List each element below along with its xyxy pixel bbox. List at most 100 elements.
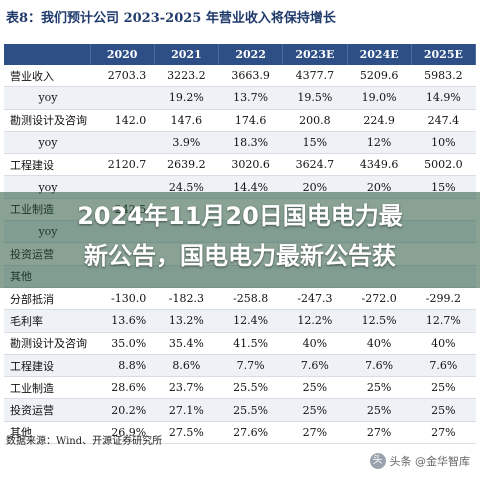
- table-cell: 27.5%: [154, 421, 219, 445]
- table-cell: 7.6%: [411, 354, 476, 378]
- table-row: 分部抵消 -130.0 -182.3 -258.8 -247.3 -272.0 -299.2: [4, 287, 476, 311]
- header-cell: 2020: [90, 44, 155, 65]
- header-cell: 2022: [218, 44, 284, 65]
- table-cell: 10%: [411, 131, 476, 155]
- table-row: 工业制造 28.6% 23.7% 25.5% 25% 25% 25%: [4, 376, 476, 400]
- table-cell: 8.6%: [154, 354, 219, 378]
- table-row: 工程建设 2120.7 2639.2 3020.6 3624.7 4349.6 5002.0: [4, 153, 476, 177]
- table-cell: 4377.7: [282, 65, 347, 88]
- table-cell: 18.3%: [218, 131, 283, 155]
- table-cell: [90, 86, 155, 110]
- table-cell: 13.6%: [90, 309, 155, 333]
- table-cell: 25%: [347, 376, 412, 400]
- table-cell: 2639.2: [154, 153, 219, 177]
- table-cell: -182.3: [154, 287, 219, 311]
- table-cell: 7.6%: [347, 354, 412, 378]
- table-header-row: 2020 2021 2022 2023E 2024E 2025E: [4, 44, 477, 65]
- headline-overlay: 2024年11月20日国电电力最 新公告，国电电力最新公告获: [0, 196, 480, 276]
- table-cell: 12.7%: [411, 309, 476, 333]
- table-row: 勘测设计及咨询 35.0% 35.4% 41.5% 40% 40% 40%: [4, 332, 476, 355]
- table-cell: 23.7%: [154, 376, 219, 400]
- table-cell: 12.5%: [347, 309, 412, 333]
- table-cell: 25%: [411, 398, 476, 422]
- table-cell: 40%: [347, 332, 412, 355]
- row-label: 其他: [4, 421, 90, 445]
- row-label: 营业收入: [4, 65, 90, 88]
- table-cell: 12%: [347, 131, 412, 155]
- table-cell: -258.8: [218, 287, 283, 311]
- table-cell: 224.9: [347, 109, 412, 132]
- row-label: 工程建设: [4, 354, 90, 378]
- table-cell: 15%: [282, 131, 347, 155]
- table-cell: 5983.2: [411, 65, 476, 88]
- table-cell: 2120.7: [90, 153, 155, 177]
- table-cell: 3020.6: [218, 153, 283, 177]
- table-row: 营业收入 2703.3 3223.2 3663.9 4377.7 5209.6 5983.2: [4, 65, 476, 88]
- table-cell: 5209.6: [347, 65, 412, 88]
- watermark: 头 头条 @金华智库: [369, 450, 471, 472]
- row-label: 勘测设计及咨询: [4, 109, 90, 132]
- table-cell: 13.2%: [154, 309, 219, 333]
- table-cell: 27%: [282, 421, 347, 445]
- table-cell: 40%: [282, 332, 347, 355]
- table-cell: -247.3: [282, 287, 347, 311]
- table-cell: 174.6: [218, 109, 283, 132]
- table-cell: 3223.2: [154, 65, 219, 88]
- table-cell: 26.9%: [90, 421, 155, 445]
- table-cell: 142.0: [90, 109, 155, 132]
- table-title-prefix: 表8：: [6, 11, 42, 26]
- table-row: 勘测设计及咨询 142.0 147.6 174.6 200.8 224.9 247.4: [4, 109, 476, 132]
- table-cell: 27.1%: [154, 398, 219, 422]
- table-row: 工程建设 8.8% 8.6% 7.7% 7.6% 7.6% 7.6%: [4, 354, 476, 378]
- headline-banner: [0, 192, 480, 288]
- watermark-text: 头条 @金华智库: [389, 455, 471, 468]
- table-cell: [90, 131, 155, 155]
- table-cell: 25.5%: [218, 398, 283, 422]
- table-cell: 13.7%: [218, 86, 283, 110]
- table-cell: 27.6%: [218, 421, 283, 445]
- table-cell: 25%: [282, 398, 347, 422]
- table-cell: 8.8%: [90, 354, 155, 378]
- table-cell: 35.0%: [90, 332, 155, 355]
- row-label: 勘测设计及咨询: [4, 332, 90, 355]
- table-cell: 40%: [411, 332, 476, 355]
- row-label: yoy: [4, 86, 90, 110]
- header-cell: 2023E: [282, 44, 348, 65]
- table-cell: 20.2%: [90, 398, 155, 422]
- header-cell: 2025E: [411, 44, 477, 65]
- table-cell: 5002.0: [411, 153, 476, 177]
- table-cell: 3.9%: [154, 131, 219, 155]
- data-source-note: 数据来源：Wind、开源证券研究所: [6, 436, 163, 447]
- table-cell: 3624.7: [282, 153, 347, 177]
- table-row: yoy 19.2% 13.7% 19.5% 19.0% 14.9%: [4, 86, 476, 110]
- row-label: 投资运营: [4, 398, 90, 422]
- table-cell: 41.5%: [218, 332, 283, 355]
- headline-line-2: 新公告，国电电力最新公告获: [84, 242, 396, 270]
- table-row: yoy 3.9% 18.3% 15% 12% 10%: [4, 131, 476, 155]
- table-cell: 27%: [411, 421, 476, 445]
- row-label: 工业制造: [4, 376, 90, 400]
- table-cell: 25%: [282, 376, 347, 400]
- table-cell: 28.6%: [90, 376, 155, 400]
- row-label: 分部抵消: [4, 287, 90, 311]
- table-cell: 200.8: [282, 109, 347, 132]
- table-cell: 247.4: [411, 109, 476, 132]
- table-cell: -130.0: [90, 287, 155, 311]
- table-cell: 14.9%: [411, 86, 476, 110]
- table-cell: 19.0%: [347, 86, 412, 110]
- header-cell: 2024E: [347, 44, 412, 65]
- header-cell: 2021: [154, 44, 220, 65]
- table-cell: 19.5%: [282, 86, 347, 110]
- table-cell: 27%: [347, 421, 412, 445]
- table-cell: 25%: [347, 398, 412, 422]
- table-row: 其他 26.9% 27.5% 27.6% 27% 27% 27%: [4, 421, 476, 445]
- headline-line-1: 2024年11月20日国电电力最: [77, 202, 403, 230]
- table-cell: 4349.6: [347, 153, 412, 177]
- table-cell: -272.0: [347, 287, 412, 311]
- table-cell: 12.4%: [218, 309, 283, 333]
- table-title-text: 我们预计公司 2023-2025 年营业收入将保持增长: [41, 11, 336, 26]
- table-cell: 25.5%: [218, 376, 283, 400]
- table-cell: 2703.3: [90, 65, 155, 88]
- table-title: 表8：我们预计公司 2023-2025 年营业收入将保持增长: [6, 4, 474, 34]
- table-cell: 25%: [411, 376, 476, 400]
